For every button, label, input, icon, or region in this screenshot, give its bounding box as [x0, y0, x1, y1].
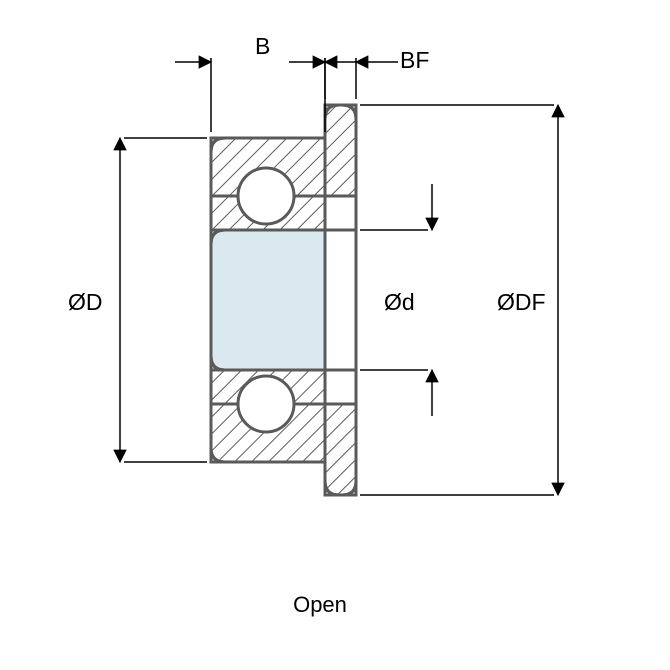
dim-label-BF: BF — [400, 47, 429, 73]
dim-label-ØD: ØD — [68, 289, 103, 315]
dim-label-Ød: Ød — [384, 289, 415, 315]
dim-label-ØDF: ØDF — [497, 289, 546, 315]
ball-bottom — [238, 376, 294, 432]
caption-label: Open — [293, 592, 347, 617]
dim-label-B: B — [255, 33, 270, 59]
flange-bottom — [325, 404, 356, 495]
flange-top — [325, 105, 356, 196]
ball-top — [238, 168, 294, 224]
bearing-section — [211, 105, 356, 495]
bore-region — [211, 230, 325, 370]
bearing-diagram: B BF ØD Ød ØDF Open — [0, 0, 670, 670]
